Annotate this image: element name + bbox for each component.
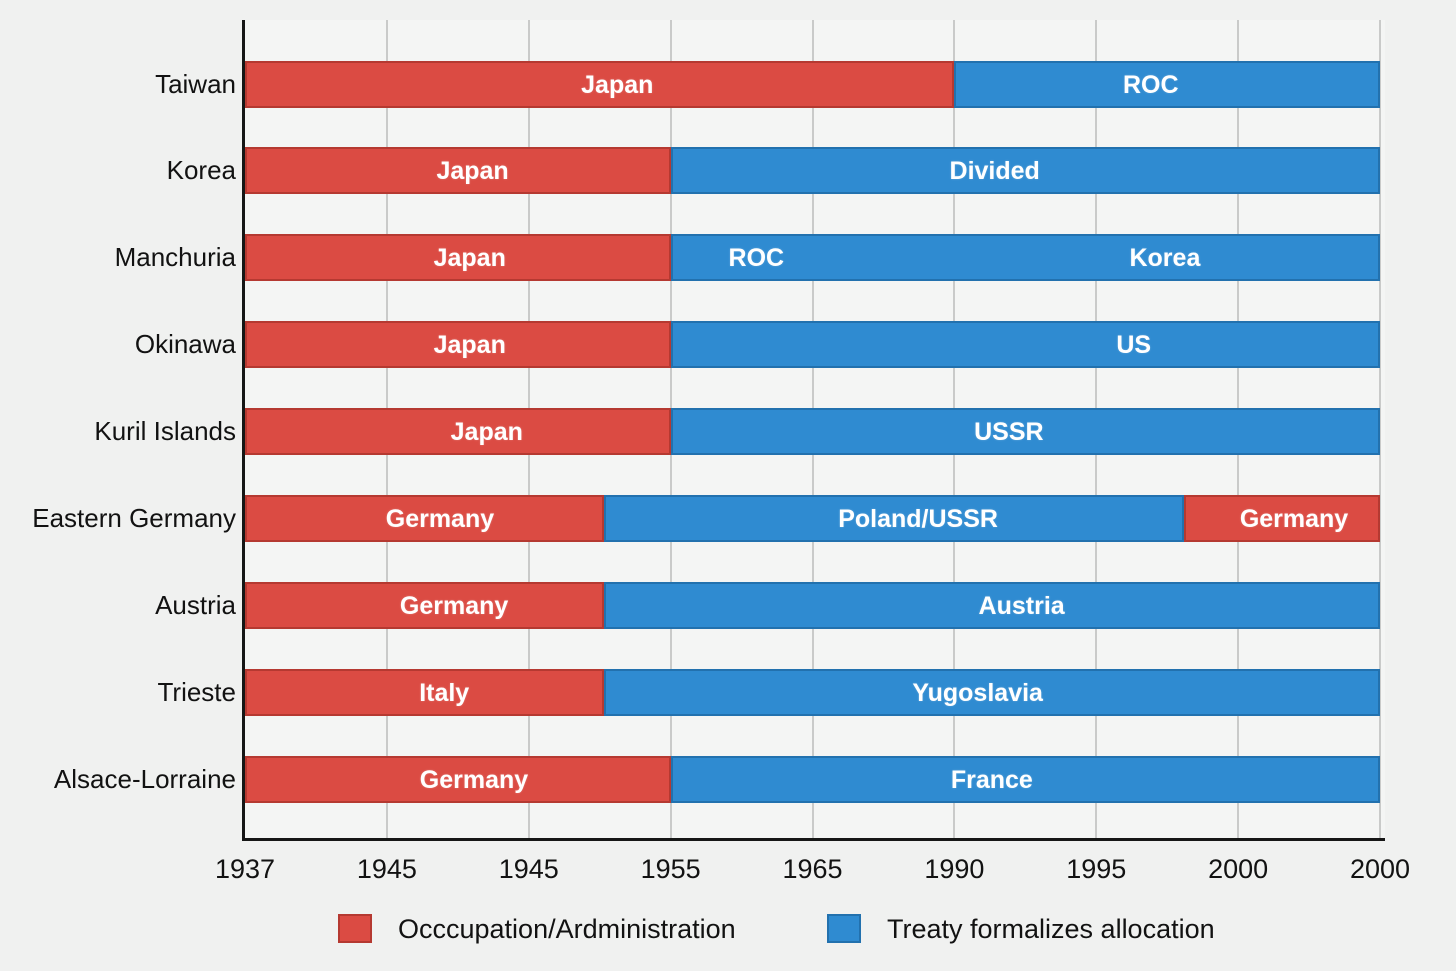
bar-segment-treaty: Divided [670, 147, 1380, 195]
bar-segment-label: Japan [433, 244, 506, 273]
x-tick-label: 1990 [924, 854, 985, 884]
bar-segment-label: Austria [978, 591, 1065, 620]
bar-segment-occupation: Italy [245, 668, 604, 716]
bar-segment-occupation: Japan [245, 60, 955, 108]
x-tick-label: 2000 [1208, 854, 1269, 884]
bar-segment-label: Korea [1129, 244, 1201, 273]
bar-segment-label: Germany [399, 591, 509, 620]
category-label: Okinawa [134, 329, 236, 360]
category-label: Taiwan [155, 68, 236, 99]
bar-segment-treaty: ROC Korea [670, 234, 1380, 282]
bar-segment-label: Japan [436, 157, 509, 186]
bar-segment-occupation: Japan [245, 408, 671, 456]
bar-segment-label: Germany [385, 505, 495, 533]
x-tick-label: 1955 [640, 854, 701, 884]
x-tick-label: 1945 [498, 854, 559, 884]
bar-segment-treaty: US [670, 321, 1380, 369]
category-label: Alsace-Lorraine [53, 763, 236, 794]
x-tick-label: 1995 [1066, 854, 1127, 884]
category-label: Manchuria [114, 242, 236, 273]
legend-label-treaty: Treaty formalizes allocation [887, 914, 1215, 944]
category-label: Austria [155, 589, 236, 620]
bar-segment-label: USSR [974, 418, 1044, 447]
bar-segment-occupation: Germany [245, 495, 604, 542]
legend-label-occupation: Occcupation/Ardministration [398, 914, 736, 944]
bar-segment-label: Yugoslavia [912, 678, 1043, 707]
bar-segment-label: US [1116, 331, 1152, 360]
x-tick-label: 2000 [1349, 854, 1411, 884]
x-tick-label: 1937 [214, 854, 276, 884]
category-label: Trieste [157, 676, 237, 707]
x-axis-line [242, 838, 1385, 841]
bar-segment-label: Japan [581, 70, 654, 99]
bar-segment-treaty: ROC [954, 60, 1380, 108]
category-label: Eastern Germany [32, 503, 236, 533]
gridline [1379, 20, 1381, 838]
bar-segment-treaty: France [670, 755, 1380, 803]
bar-segment-occupation: Germany [245, 581, 604, 629]
bar-segment-label: Germany [1239, 505, 1349, 533]
bar-segment-label: ROC [1122, 70, 1179, 99]
bar-segment-occupation: Germany [1184, 495, 1380, 542]
bar-segment-label: Italy [419, 678, 470, 707]
bar-segment-label: Divided [949, 157, 1040, 186]
bar-segment-label: Japan [450, 418, 523, 447]
category-label: Korea [166, 155, 236, 186]
bar-segment-label: France [950, 765, 1033, 794]
bar-segment-label: Germany [419, 765, 529, 794]
bar-segment-label: Japan [433, 331, 506, 360]
bar-segment-treaty: Poland/USSR [603, 495, 1185, 542]
bar-segment-treaty: Austria [603, 581, 1380, 629]
bar-segment-occupation: Germany [245, 755, 671, 803]
x-tick-label: 1945 [356, 854, 417, 884]
bar-segment-label: Poland/USSR [838, 505, 998, 533]
bar-segment-treaty: Yugoslavia [603, 668, 1380, 716]
legend-swatch-treaty [827, 914, 861, 943]
y-axis-line [242, 20, 245, 841]
bar-segment-label: ROC [728, 244, 785, 273]
x-tick-label: 1965 [782, 854, 843, 884]
bar-segment-treaty: USSR [670, 408, 1380, 456]
bar-segment-occupation: Japan [245, 321, 671, 369]
bar-segment-occupation: Japan [245, 147, 671, 195]
legend-swatch-occupation [338, 914, 372, 943]
category-label: Kuril Islands [94, 416, 236, 447]
bar-segment-occupation: Japan [245, 234, 671, 282]
